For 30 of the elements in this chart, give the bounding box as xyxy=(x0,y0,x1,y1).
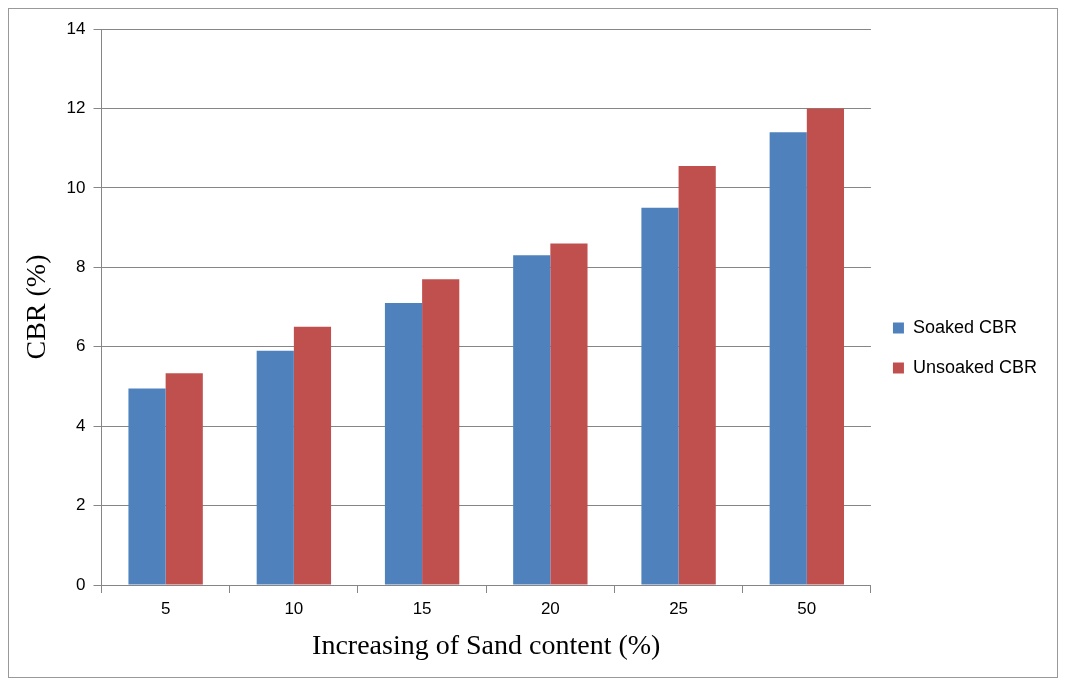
bar xyxy=(641,207,679,585)
x-axis-title: Increasing of Sand content (%) xyxy=(312,628,661,660)
y-tick-label: 12 xyxy=(66,98,86,118)
y-tick-label: 2 xyxy=(76,495,86,515)
x-tick-label: 15 xyxy=(412,598,432,618)
bar xyxy=(384,303,423,585)
x-tick-label: 50 xyxy=(797,598,817,618)
legend-label: Unsoaked CBR xyxy=(912,356,1037,377)
y-axis-title: CBR (%) xyxy=(20,254,52,360)
y-tick-label: 4 xyxy=(76,415,86,435)
legend-label: Soaked CBR xyxy=(912,316,1017,337)
x-tick-label: 10 xyxy=(284,598,304,618)
y-tick-label: 0 xyxy=(76,574,86,594)
bar xyxy=(678,166,716,585)
bar xyxy=(513,255,551,585)
y-tick-label: 10 xyxy=(66,177,86,197)
x-tick-label: 25 xyxy=(669,598,689,618)
bar xyxy=(128,388,166,585)
bar xyxy=(293,326,332,585)
bar xyxy=(550,243,588,585)
y-tick-label: 14 xyxy=(66,18,86,38)
x-tick-label: 20 xyxy=(540,598,560,618)
bar xyxy=(769,132,807,585)
y-tick-label: 6 xyxy=(76,336,86,356)
y-tick-label: 8 xyxy=(76,256,86,276)
bar xyxy=(806,108,845,585)
bar xyxy=(422,279,460,585)
bar xyxy=(256,350,294,585)
x-tick-label: 5 xyxy=(160,598,171,618)
bar xyxy=(165,373,203,585)
